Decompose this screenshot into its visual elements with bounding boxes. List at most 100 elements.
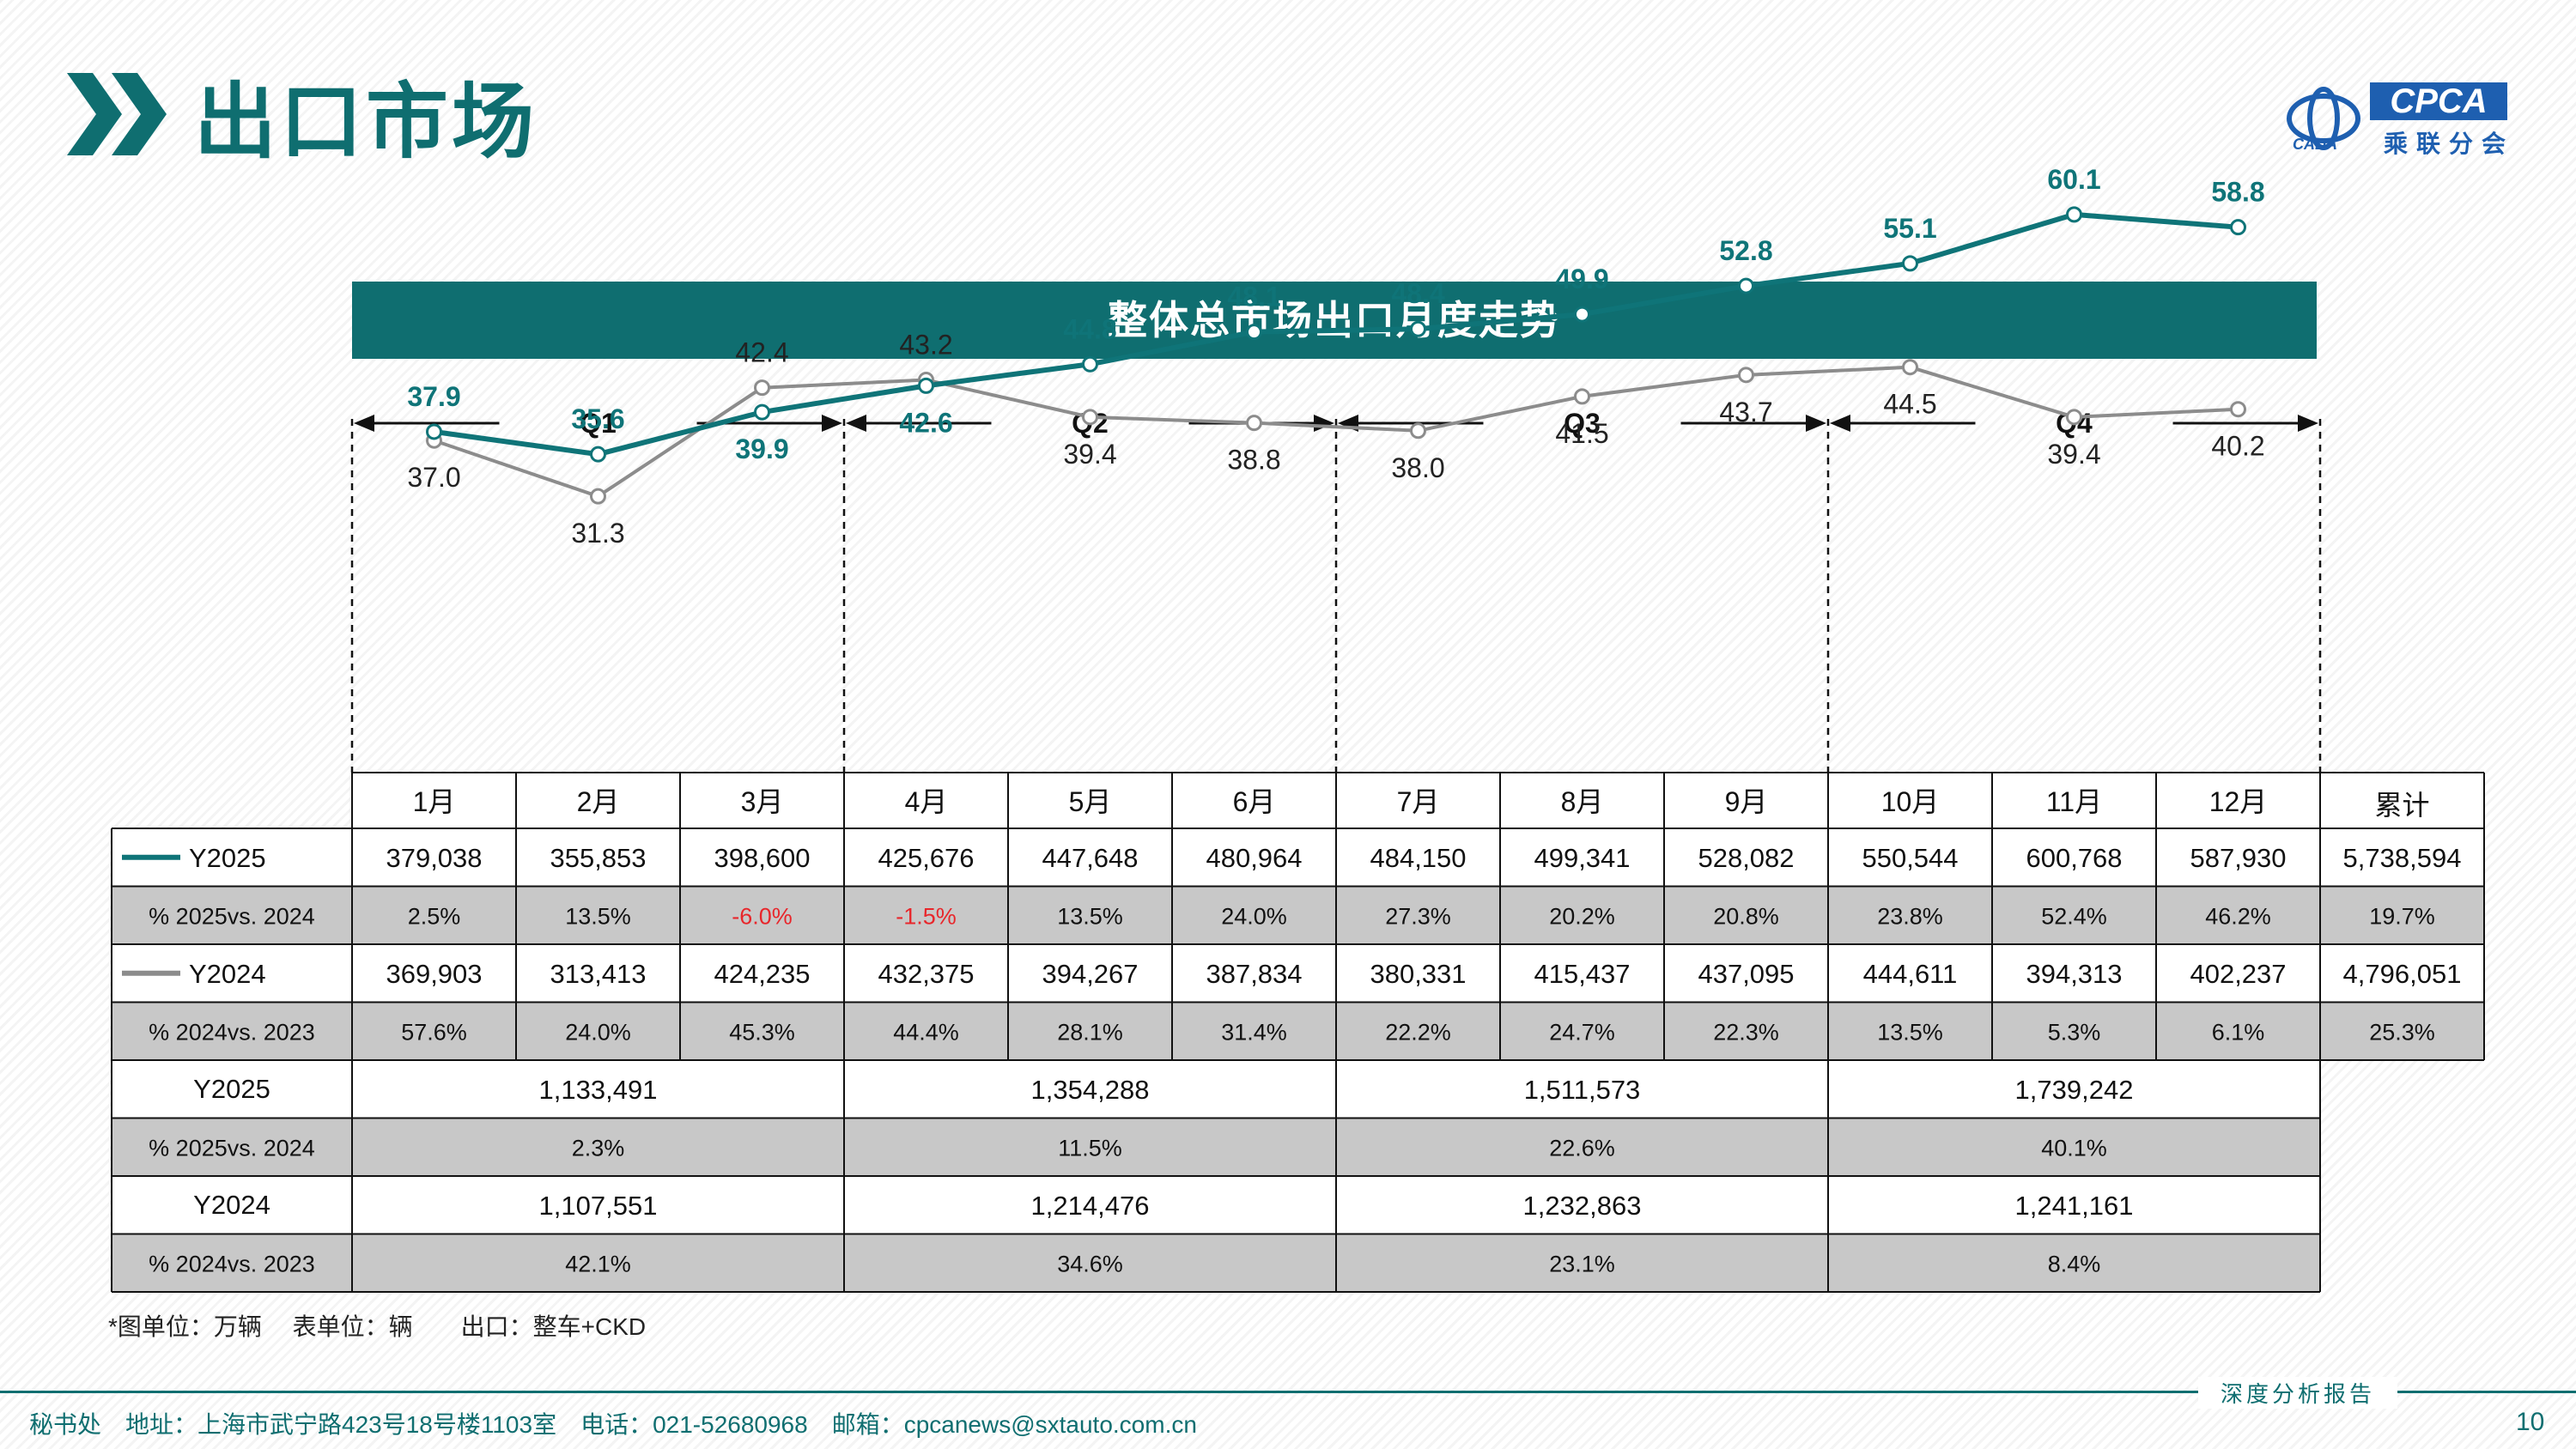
table-cell: 5.3% — [2048, 1019, 2101, 1045]
quarter-cell: 8.4% — [2048, 1251, 2101, 1276]
table-cell: 355,853 — [550, 843, 646, 873]
row-label: % 2025vs. 2024 — [149, 1135, 315, 1161]
table-cell: 394,313 — [2026, 959, 2122, 989]
table-row — [112, 1060, 2320, 1119]
row-label: Y2025 — [189, 843, 266, 873]
arrow-head-icon — [822, 415, 842, 432]
data-point-Y2024 — [1082, 409, 1098, 426]
quarter-label: Q1 — [580, 408, 617, 439]
data-point-Y2024 — [590, 488, 606, 505]
row-label: % 2025vs. 2024 — [149, 903, 315, 929]
table-cell: 587,930 — [2190, 843, 2286, 873]
logo-cn: 乘联分会 — [2384, 130, 2515, 157]
table-total-cell: 25.3% — [2369, 1019, 2435, 1045]
arrow-head-icon — [1830, 415, 1850, 432]
table-cell: 23.8% — [1877, 903, 1943, 929]
table-cell: -6.0% — [732, 903, 793, 929]
double-chevron-icon — [67, 73, 167, 155]
table-cell: 415,437 — [1534, 959, 1630, 989]
month-header: 3月 — [741, 786, 784, 817]
month-header: 8月 — [1561, 786, 1604, 817]
data-label-Y2024: 43.2 — [899, 330, 952, 361]
table-row-shaded — [112, 1002, 2484, 1060]
data-label-Y2024: 42.4 — [735, 337, 788, 368]
table-cell: 44.4% — [893, 1019, 959, 1045]
data-label-Y2024: 43.7 — [1719, 397, 1772, 427]
table-cell: 432,375 — [878, 959, 974, 989]
table-cell: 600,768 — [2026, 843, 2122, 873]
table-cell: 24.0% — [1221, 903, 1287, 929]
table-cell: 45.3% — [729, 1019, 795, 1045]
row-label: % 2024vs. 2023 — [149, 1019, 315, 1045]
globe-icon — [2287, 87, 2360, 150]
table-cell: 2.5% — [408, 903, 461, 929]
data-point-Y2025 — [2230, 219, 2246, 236]
arrow-head-icon — [1806, 415, 1826, 432]
data-point-Y2024 — [1574, 388, 1590, 405]
quarter-cell: 23.1% — [1549, 1251, 1615, 1276]
table-row-shaded — [112, 1234, 2320, 1292]
data-label-Y2024: 39.4 — [2047, 439, 2100, 470]
table-cell: 447,648 — [1042, 843, 1138, 873]
table-cell: 444,611 — [1863, 959, 1958, 989]
table-cell: 387,834 — [1206, 959, 1302, 989]
page-title: 出口市场 — [194, 76, 538, 168]
data-point-Y2025 — [1410, 320, 1426, 337]
data-point-Y2025 — [2066, 206, 2082, 223]
table-cell: 57.6% — [401, 1019, 467, 1045]
arrow-head-icon — [1314, 415, 1334, 432]
page-header: 出口市场 — [67, 67, 538, 168]
table-cell: 20.2% — [1549, 903, 1615, 929]
table-cell: 369,903 — [386, 959, 482, 989]
table-cell: 398,600 — [714, 843, 810, 873]
data-point-Y2025 — [918, 377, 934, 394]
table-cell: 484,150 — [1370, 843, 1466, 873]
data-point-Y2024 — [1738, 367, 1754, 384]
data-label-Y2024: 41.5 — [1555, 418, 1608, 449]
data-label-Y2024: 44.5 — [1883, 389, 1936, 420]
table-cell: 22.2% — [1385, 1019, 1451, 1045]
data-point-Y2024 — [1902, 359, 1918, 376]
data-label-Y2024: 31.3 — [571, 518, 624, 549]
table-cell: 20.8% — [1713, 903, 1779, 929]
quarter-cell: 1,511,573 — [1524, 1075, 1641, 1105]
quarter-cell: 42.1% — [565, 1251, 631, 1276]
month-header: 4月 — [905, 786, 948, 817]
table-row-shaded — [112, 1118, 2320, 1176]
table-total-cell: 4,796,051 — [2343, 959, 2462, 989]
data-label-Y2025: 60.1 — [2047, 164, 2100, 195]
table-total-cell: 5,738,594 — [2343, 843, 2462, 873]
table-cell: 22.3% — [1713, 1019, 1779, 1045]
month-header: 6月 — [1233, 786, 1276, 817]
arrow-head-icon — [846, 415, 866, 432]
table-cell: 480,964 — [1206, 843, 1302, 873]
table-cell: 437,095 — [1698, 959, 1794, 989]
quarter-cell: 1,133,491 — [539, 1075, 658, 1105]
data-point-Y2025 — [1246, 324, 1262, 341]
row-label: Y2025 — [193, 1074, 270, 1104]
month-header: 2月 — [577, 786, 620, 817]
data-label-Y2024: 38.8 — [1227, 445, 1280, 476]
total-header: 累计 — [2374, 790, 2429, 821]
arrow-head-icon — [2298, 415, 2318, 432]
quarter-cell: 2.3% — [572, 1135, 625, 1161]
arrow-head-icon — [354, 415, 374, 432]
page-number: 10 — [2516, 1408, 2545, 1436]
table-row-shaded — [112, 886, 2484, 944]
table-header-row — [352, 773, 2484, 828]
table-row — [112, 944, 2484, 1003]
footer-tag: 深度分析报告 — [2198, 1377, 2398, 1409]
footer-line — [0, 1391, 2576, 1393]
table-cell: 394,267 — [1042, 959, 1138, 989]
table-cell: 13.5% — [565, 903, 631, 929]
quarter-cell: 11.5% — [1058, 1135, 1122, 1161]
table-cell: 24.7% — [1549, 1019, 1615, 1045]
data-point-Y2024 — [2230, 401, 2246, 418]
month-header: 10月 — [1881, 786, 1940, 817]
table-row — [112, 828, 2484, 887]
quarter-cell: 22.6% — [1549, 1135, 1615, 1161]
month-header: 7月 — [1397, 786, 1440, 817]
table-cell: 402,237 — [2190, 959, 2286, 989]
quarter-cell: 1,241,161 — [2015, 1191, 2134, 1221]
data-label-Y2024: 37.0 — [407, 462, 460, 493]
